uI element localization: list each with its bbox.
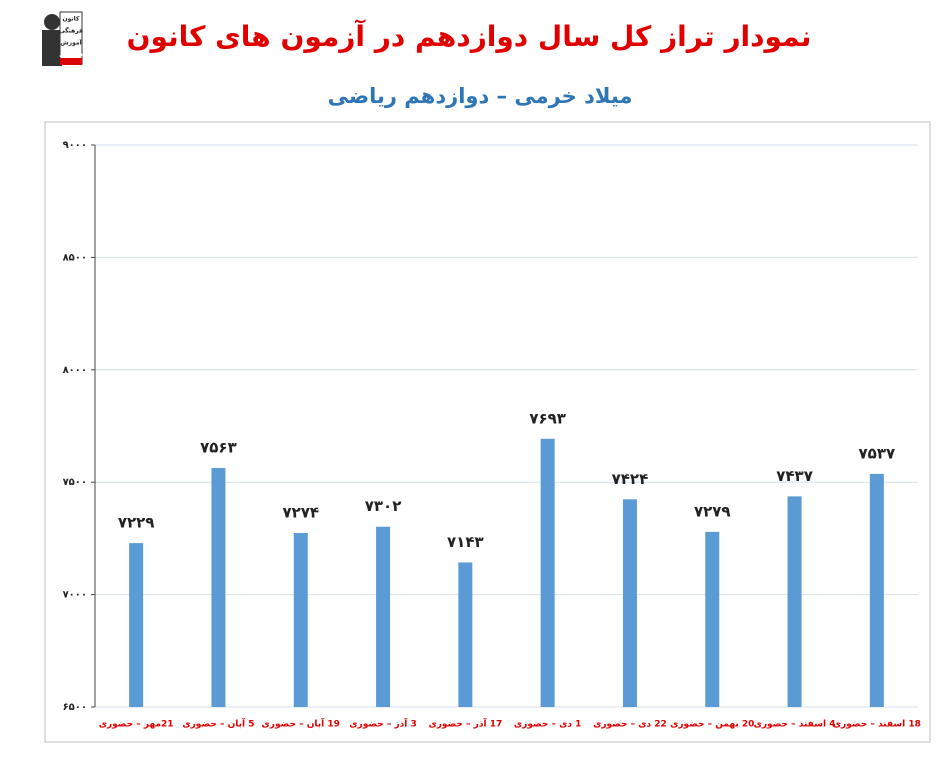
bar xyxy=(869,473,884,707)
chart-subtitle: میلاد خرمی – دوازدهم ریاضی xyxy=(328,84,633,108)
bar xyxy=(458,562,473,707)
bar xyxy=(540,438,555,707)
value-label: ۷۲۲۹ xyxy=(118,514,155,532)
x-tick-label: 20 بهمن – حضوری xyxy=(670,720,754,730)
bar xyxy=(622,499,637,707)
bar xyxy=(211,468,226,707)
value-label: ۷۵۶۳ xyxy=(200,439,237,457)
bar xyxy=(787,496,802,707)
x-tick-label: 1 دی – حضوری xyxy=(514,720,581,730)
chart-frame xyxy=(44,121,931,743)
bar xyxy=(376,526,391,707)
y-tick-label: ۶۵۰۰ xyxy=(63,702,87,713)
x-tick-label: 22 دی – حضوری xyxy=(593,720,667,730)
y-tick-label: ۸۵۰۰ xyxy=(63,252,87,263)
x-tick-label: 3 آذر – حضوری xyxy=(349,718,416,730)
y-tick-label: ۹۰۰۰ xyxy=(63,140,87,151)
logo xyxy=(42,11,83,66)
value-label: ۷۲۷۴ xyxy=(282,504,319,522)
value-label: ۷۳۰۲ xyxy=(365,497,402,515)
value-label: ۷۱۴۳ xyxy=(447,533,484,551)
bar xyxy=(705,531,720,707)
logo-text: آموزش xyxy=(60,38,82,47)
logo-text: قلم چی xyxy=(59,52,83,59)
logo-text: کانون xyxy=(63,16,80,23)
value-label: ۷۵۳۷ xyxy=(859,444,896,462)
x-tick-label: 21مهر – حضوری xyxy=(99,720,174,730)
value-label: ۷۶۹۳ xyxy=(529,409,566,427)
y-tick-label: ۷۵۰۰ xyxy=(63,477,87,488)
logo-text: فرهنگی xyxy=(59,27,83,35)
value-label: ۷۴۲۴ xyxy=(612,470,649,488)
x-tick-label: 18 اسفند – حضوری xyxy=(833,720,921,730)
bar xyxy=(129,543,144,707)
x-tick-label: 19 آبان – حضوری xyxy=(262,718,340,730)
x-tick-label: 17 آذر – حضوری xyxy=(428,718,502,730)
value-label: ۷۲۷۹ xyxy=(694,502,731,520)
value-label: ۷۴۳۷ xyxy=(776,467,813,485)
bar xyxy=(293,533,308,707)
y-tick-label: ۸۰۰۰ xyxy=(63,365,87,376)
chart-title: نمودار تراز کل سال دوازدهم در آزمون های … xyxy=(127,19,812,53)
x-tick-label: 5 آبان – حضوری xyxy=(182,718,254,730)
x-tick-label: 4 اسفند – حضوری xyxy=(754,720,836,730)
y-tick-label: ۷۰۰۰ xyxy=(63,590,87,601)
